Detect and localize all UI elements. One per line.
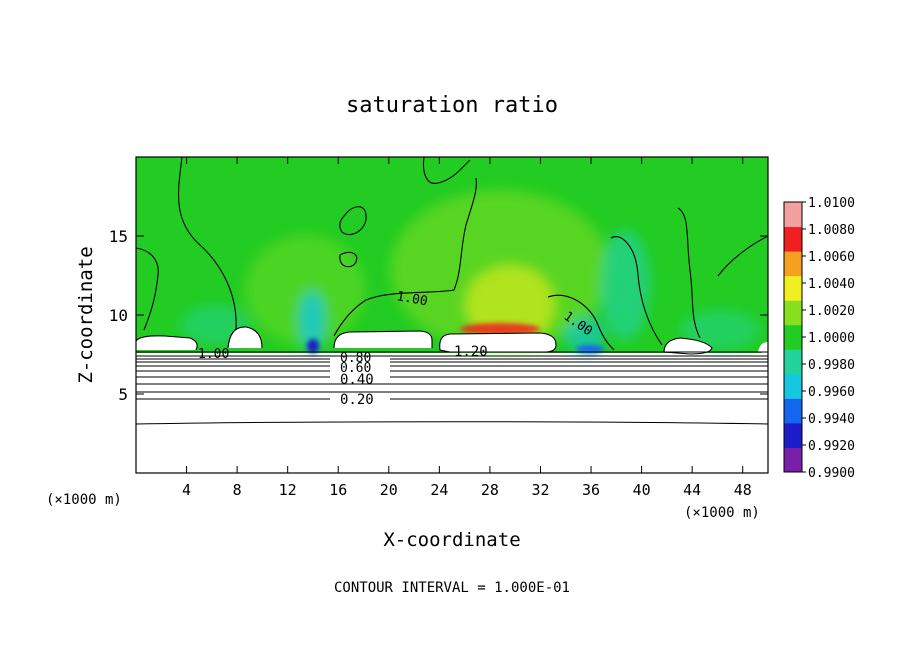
contour-label: 0.40 — [340, 372, 374, 388]
colorbar-swatch — [784, 324, 802, 350]
x-tick-label: 48 — [734, 481, 752, 499]
colorbar-swatch — [784, 398, 802, 424]
y-tick-label: 15 — [109, 227, 128, 246]
contour-label: 0.20 — [340, 392, 374, 408]
heatmap-field — [136, 157, 768, 473]
contour-label: 1.00 — [198, 347, 229, 362]
x-tick-label: 4 — [182, 481, 191, 499]
x-tick-label: 36 — [582, 481, 600, 499]
contour-interval-note: CONTOUR INTERVAL = 1.000E-01 — [334, 580, 570, 596]
colorbar-tick-label: 0.9940 — [808, 412, 855, 427]
x-tick-label: 16 — [329, 481, 347, 499]
x-tick-label: 40 — [633, 481, 651, 499]
y-axis: 5 10 15 — [109, 227, 768, 404]
x-tick-label: 24 — [430, 481, 448, 499]
colorbar-tick-label: 0.9900 — [808, 466, 855, 481]
x-unit-label: (×1000 m) — [46, 492, 122, 508]
x-axis: 4 8 12 16 20 24 28 32 36 40 44 48 — [182, 157, 752, 499]
colorbar: 0.9900 0.9920 0.9940 0.9960 0.9980 1.0000 1.00… — [783, 196, 855, 481]
contour-label: 0.60 — [340, 361, 371, 376]
x-tick-label: 44 — [683, 481, 701, 499]
colorbar-tick-label: 1.0000 — [808, 331, 855, 346]
x-axis-label: X-coordinate — [383, 529, 520, 551]
colorbar-swatch — [784, 275, 802, 301]
chart-title: saturation ratio — [346, 93, 558, 118]
x-tick-label: 12 — [279, 481, 297, 499]
x-tick-label: 28 — [481, 481, 499, 499]
colorbar-swatch — [784, 447, 802, 473]
colorbar-tick-label: 1.0100 — [808, 196, 855, 211]
z-unit-label: (×1000 m) — [684, 505, 760, 521]
contour-label: 0.80 — [340, 351, 371, 366]
colorbar-tick-label: 1.0020 — [808, 304, 855, 319]
y-axis-label: Z-coordinate — [75, 246, 97, 383]
colorbar-tick-label: 1.0080 — [808, 223, 855, 238]
colorbar-tick-label: 0.9920 — [808, 439, 855, 454]
colorbar-swatch — [784, 300, 802, 326]
colorbar-tick-label: 0.9960 — [808, 385, 855, 400]
colorbar-swatch — [784, 373, 802, 399]
contour-label: 1.20 — [454, 344, 488, 360]
colorbar-swatch — [784, 202, 802, 228]
contour-labels: 1.00 1.00 1.00 1.20 0.80 0.60 0.40 0.20 — [198, 289, 595, 408]
contour-label: 1.00 — [395, 289, 428, 309]
colorbar-tick-label: 0.9980 — [808, 358, 855, 373]
x-tick-label: 8 — [233, 481, 242, 499]
x-tick-label: 20 — [380, 481, 398, 499]
colorbar-swatch — [784, 422, 802, 448]
y-tick-label: 10 — [109, 306, 128, 325]
y-tick-label: 5 — [118, 385, 128, 404]
x-tick-label: 32 — [531, 481, 549, 499]
colorbar-tick-label: 1.0040 — [808, 277, 855, 292]
colorbar-tick-label: 1.0060 — [808, 250, 855, 265]
colorbar-swatch — [784, 226, 802, 252]
colorbar-swatch — [784, 349, 802, 375]
colorbar-swatch — [784, 251, 802, 277]
